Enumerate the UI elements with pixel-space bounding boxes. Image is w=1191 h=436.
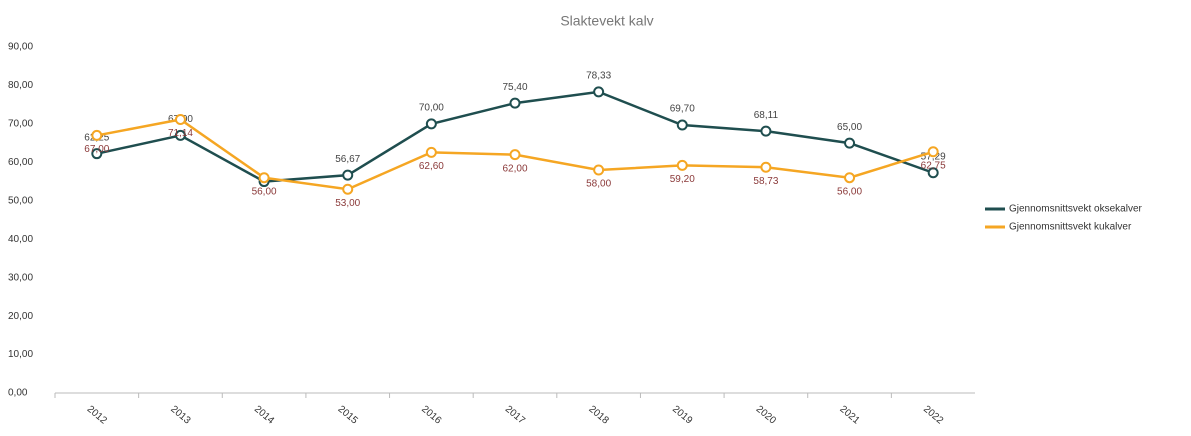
x-tick-label: 2018 [586,404,610,427]
point [509,149,521,161]
point [927,146,939,158]
point [258,172,270,184]
data-label: 56,00 [837,186,862,197]
x-tick-label: 2021 [837,404,861,427]
data-label: 56,00 [252,186,277,197]
y-tick-label: 10,00 [8,349,33,360]
point [91,148,103,160]
point [509,97,521,109]
data-label: 75,40 [502,82,527,93]
data-label: 62,75 [921,160,946,171]
point [760,161,772,173]
data-label: 62,60 [419,161,444,172]
chart-title: Slaktevekt kalv [560,13,653,29]
data-label: 70,00 [419,103,444,114]
legend-label: Gjennomsnittsvekt kukalver [1009,222,1132,233]
data-label: 65,00 [837,122,862,133]
data-label: 58,00 [586,179,611,190]
point [676,159,688,171]
point [927,167,939,179]
x-tick-label: 2022 [921,404,945,427]
data-label: 58,73 [753,176,778,187]
data-label: 71,14 [168,128,193,139]
x-tick-label: 2019 [670,404,694,427]
y-tick-label: 80,00 [8,80,33,91]
x-tick-label: 2020 [754,404,778,427]
y-tick-label: 0,00 [8,388,28,399]
y-tick-label: 60,00 [8,157,33,168]
point [676,119,688,131]
y-tick-label: 20,00 [8,311,33,322]
x-tick-label: 2016 [419,404,443,427]
x-tick-label: 2013 [168,404,192,427]
point [760,125,772,137]
point [174,129,186,141]
data-label: 67,00 [84,144,109,155]
point [844,172,856,184]
point [425,146,437,158]
x-tick-label: 2015 [336,404,360,427]
y-tick-label: 40,00 [8,234,33,245]
y-tick-label: 50,00 [8,195,33,206]
point [593,164,605,176]
point [174,114,186,126]
point [425,118,437,130]
point [342,183,354,195]
data-label: 53,00 [335,198,360,209]
point [844,137,856,149]
data-label: 56,67 [335,154,360,165]
x-tick-label: 2014 [252,404,276,427]
data-label: 68,11 [754,110,779,121]
point [593,86,605,98]
point [91,129,103,141]
data-label: 69,70 [670,104,695,115]
y-tick-label: 90,00 [8,42,33,53]
point [342,169,354,181]
legend-label: Gjennomsnittsvekt oksekalver [1009,204,1143,215]
y-tick-label: 70,00 [8,119,33,130]
x-tick-label: 2012 [85,404,109,427]
y-tick-label: 30,00 [8,272,33,283]
data-label: 59,20 [670,174,695,185]
x-tick-label: 2017 [503,404,527,427]
data-label: 78,33 [586,71,611,82]
data-label: 62,00 [502,163,527,174]
